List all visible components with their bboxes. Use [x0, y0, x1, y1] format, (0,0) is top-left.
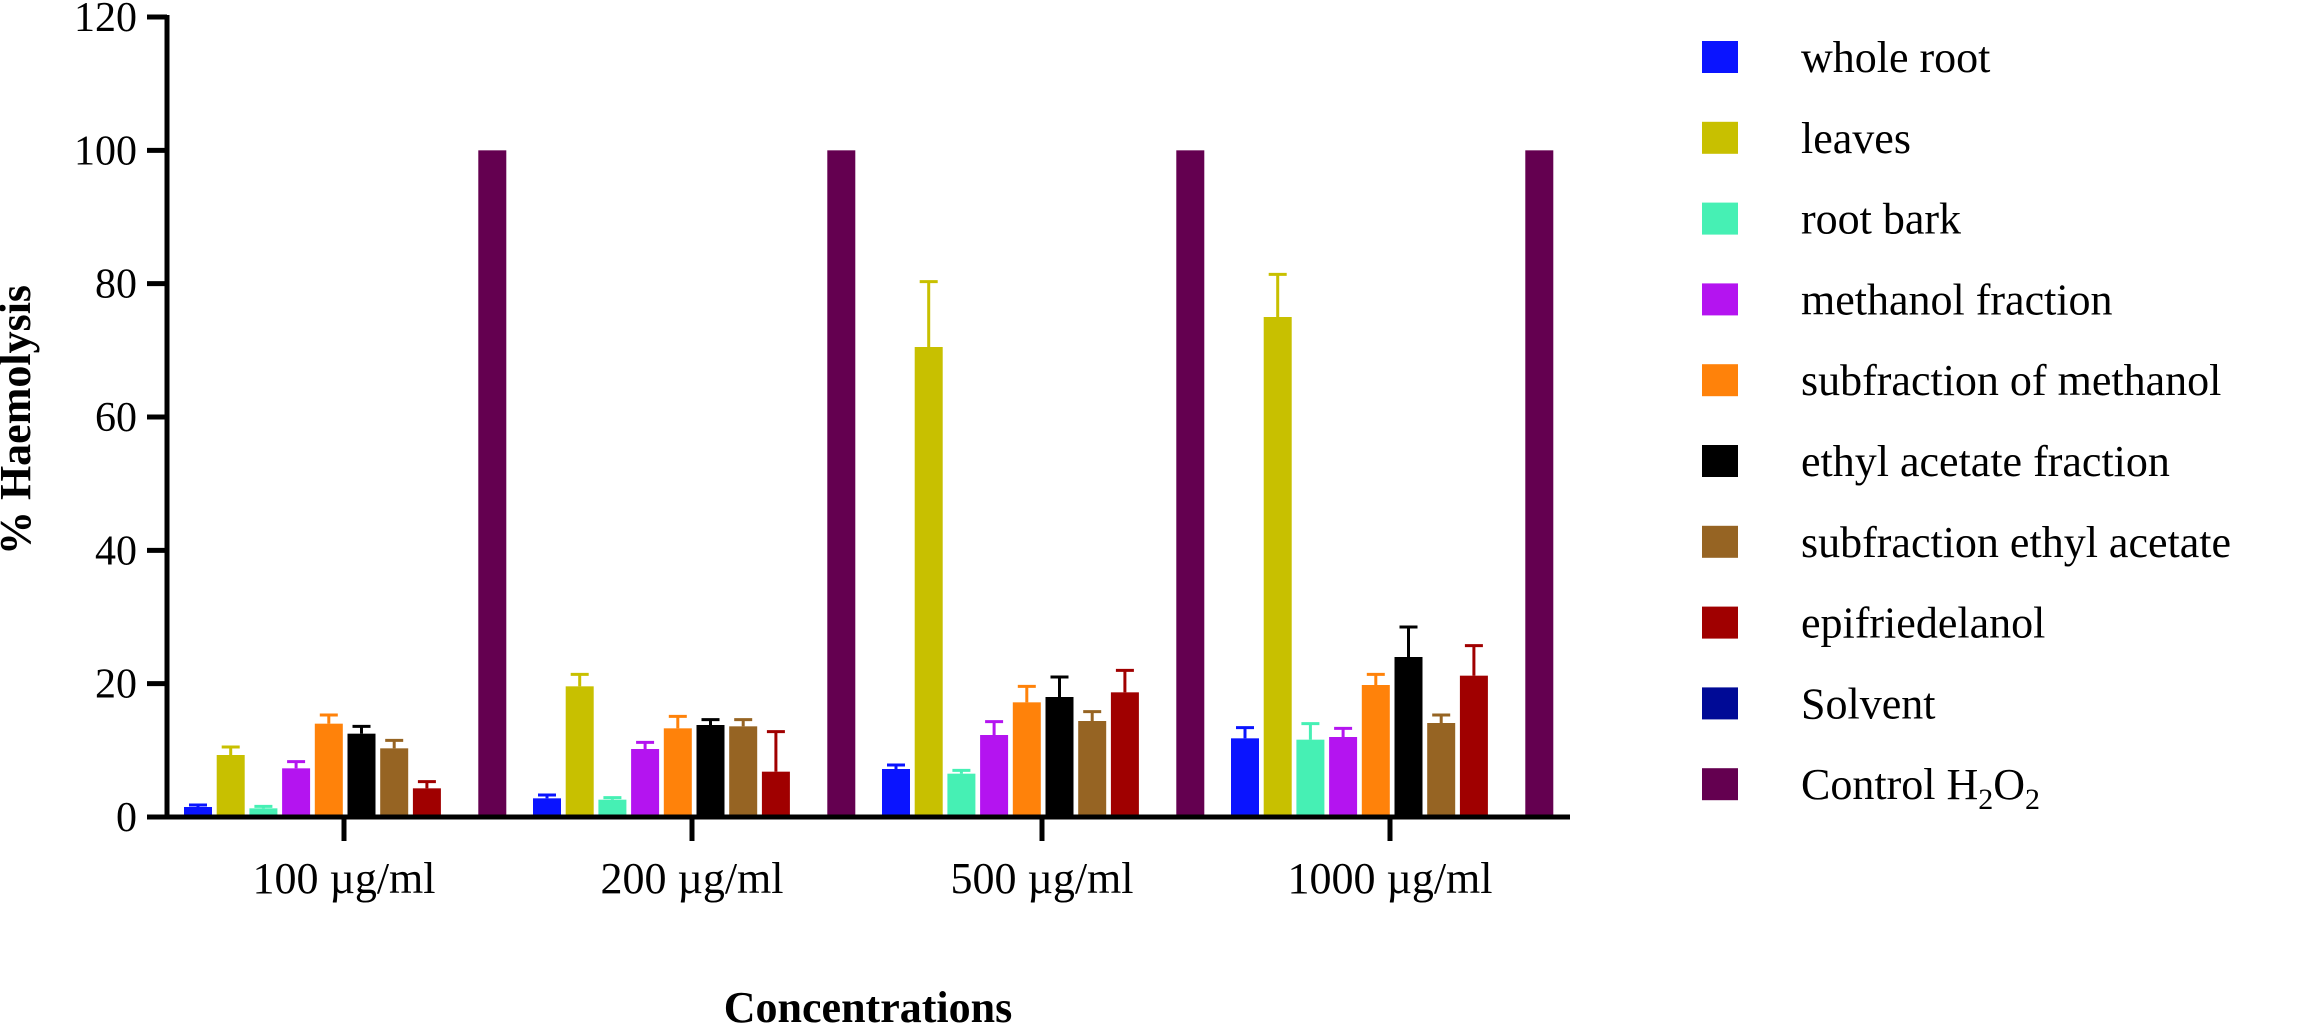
bar-epifriedelanol-3: [1110, 692, 1139, 817]
x-axis-title: Concentrations: [724, 983, 1012, 1027]
bar-ethyl-acetate-fraction-4: [1394, 657, 1423, 817]
bar-control-h2o2-4: [1525, 150, 1554, 818]
legend-label: subfraction ethyl acetate: [1801, 518, 2231, 567]
legend-label: ethyl acetate fraction: [1801, 437, 2170, 486]
bar-root-bark-2: [598, 799, 627, 817]
bar-root-bark-3: [947, 773, 976, 817]
bar-methanol-fraction-3: [980, 735, 1009, 817]
bar-subfraction-ethyl-acetate-1: [380, 748, 409, 817]
bar-epifriedelanol-2: [761, 771, 790, 817]
x-category-label: 200 µg/ml: [600, 854, 783, 903]
bar-subfraction-of-methanol-2: [663, 728, 692, 817]
legend-swatch: [1702, 525, 1738, 558]
y-tick-label: 120: [74, 0, 137, 41]
bar-control-h2o2-3: [1176, 150, 1205, 818]
bar-ethyl-acetate-fraction-1: [347, 733, 376, 817]
bar-methanol-fraction-4: [1329, 737, 1358, 817]
bar-root-bark-4: [1296, 739, 1325, 817]
bar-whole-root-1: [184, 807, 212, 817]
y-axis-ticks: 0 20 40 60 80 100 120: [74, 0, 167, 841]
bar-methanol-fraction-1: [282, 768, 311, 817]
legend-label: Control H2O2: [1801, 760, 2040, 816]
legend-label: leaves: [1801, 114, 1911, 163]
bar-leaves-3: [914, 347, 943, 817]
bar-whole-root-3: [882, 769, 910, 817]
bar-subfraction-of-methanol-3: [1012, 702, 1041, 817]
x-axis-categories: 100 µg/ml 200 µg/ml 500 µg/ml 1000 µg/ml: [252, 817, 1493, 903]
bars-group: [184, 150, 1554, 818]
bar-subfraction-ethyl-acetate-4: [1427, 723, 1456, 817]
y-tick-label: 80: [95, 262, 137, 308]
legend-swatch: [1702, 202, 1738, 235]
bar-root-bark-1: [249, 808, 278, 817]
legend-swatch: [1702, 121, 1738, 154]
legend-swatch: [1702, 768, 1738, 801]
y-axis-title: % Haemolysis: [0, 285, 40, 555]
bar-methanol-fraction-2: [631, 749, 660, 817]
legend-label: methanol fraction: [1801, 275, 2113, 324]
legend: whole root leaves root bark methanol fracti…: [1702, 33, 2231, 816]
bar-epifriedelanol-1: [412, 788, 441, 817]
bar-leaves-2: [565, 686, 594, 817]
bar-whole-root-4: [1231, 738, 1259, 817]
bar-leaves-1: [216, 755, 245, 817]
error-bars-group: [189, 272, 1483, 809]
x-category-label: 500 µg/ml: [950, 854, 1133, 903]
y-tick-label: 20: [95, 662, 137, 708]
bar-subfraction-of-methanol-4: [1361, 685, 1390, 817]
legend-swatch: [1702, 606, 1738, 639]
bar-ethyl-acetate-fraction-3: [1045, 697, 1074, 817]
y-tick-label: 60: [95, 395, 137, 441]
legend-swatch: [1702, 445, 1738, 477]
x-category-label: 1000 µg/ml: [1287, 854, 1492, 903]
legend-label: whole root: [1801, 33, 1990, 82]
x-category-label: 100 µg/ml: [252, 854, 435, 903]
bar-leaves-4: [1263, 317, 1292, 817]
y-tick-label: 0: [116, 795, 137, 841]
legend-label: subfraction of methanol: [1801, 356, 2221, 405]
bar-subfraction-ethyl-acetate-3: [1078, 721, 1107, 817]
legend-label: epifriedelanol: [1801, 599, 2045, 648]
bar-subfraction-ethyl-acetate-2: [729, 726, 758, 817]
legend-swatch: [1702, 41, 1738, 73]
bar-control-h2o2-2: [827, 150, 856, 818]
bar-ethyl-acetate-fraction-2: [696, 725, 725, 817]
legend-swatch: [1702, 687, 1738, 720]
y-tick-label: 40: [95, 528, 137, 574]
legend-label: root bark: [1801, 195, 1961, 244]
legend-label: Solvent: [1801, 679, 1935, 728]
bar-epifriedelanol-4: [1459, 675, 1488, 817]
bar-subfraction-of-methanol-1: [314, 723, 343, 817]
bar-whole-root-2: [533, 798, 561, 817]
axes-group: [164, 15, 1570, 820]
bar-control-h2o2-1: [478, 150, 507, 818]
legend-swatch: [1702, 364, 1738, 397]
y-tick-label: 100: [74, 128, 137, 174]
legend-swatch: [1702, 283, 1738, 316]
